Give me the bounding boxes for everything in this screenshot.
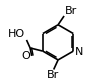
Text: HO: HO: [8, 29, 25, 39]
Text: O: O: [21, 51, 30, 61]
Text: Br: Br: [47, 70, 59, 80]
Text: Br: Br: [65, 6, 77, 16]
Text: N: N: [75, 46, 83, 56]
